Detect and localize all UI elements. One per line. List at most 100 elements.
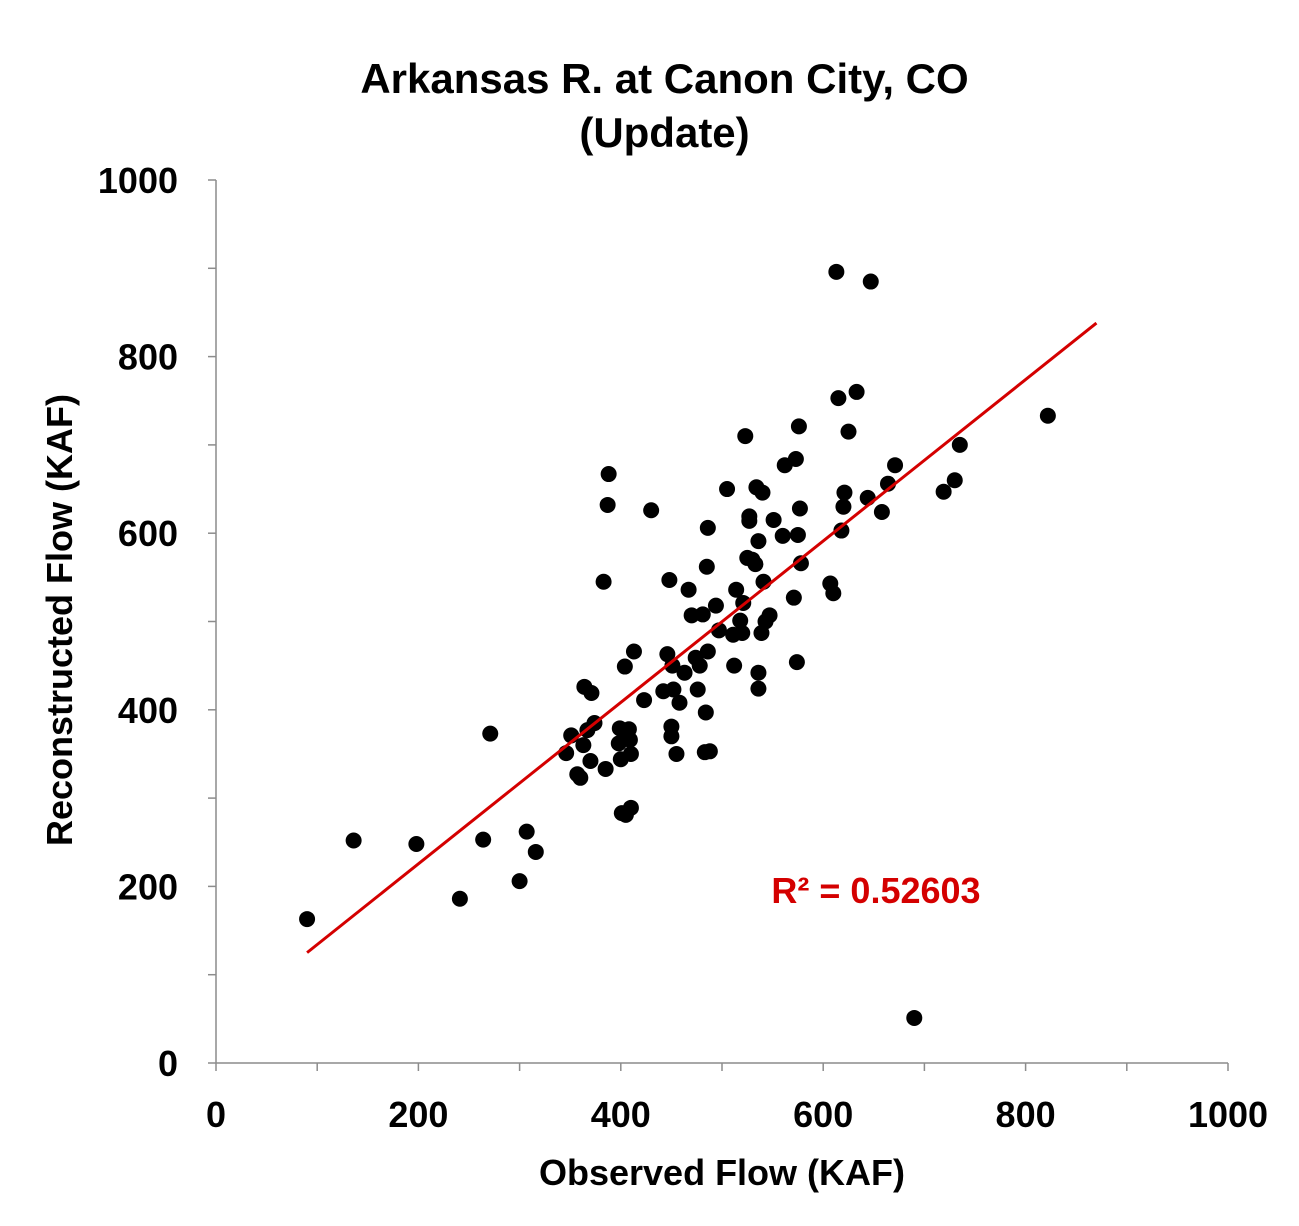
data-point (741, 508, 758, 525)
data-point (676, 664, 693, 681)
data-point (734, 624, 751, 641)
data-point (518, 823, 535, 840)
data-point (785, 589, 802, 606)
data-point (345, 832, 362, 849)
data-point (698, 558, 715, 575)
x-tick-label: 1000 (1188, 1094, 1268, 1135)
data-point (572, 769, 589, 786)
data-point (835, 498, 852, 515)
data-point (790, 418, 807, 435)
data-point (583, 685, 600, 702)
data-point (699, 519, 716, 536)
data-point (887, 457, 904, 474)
data-point (643, 502, 660, 519)
data-point (699, 643, 716, 660)
data-point (664, 657, 681, 674)
trendline-group (306, 321, 1098, 954)
data-point (754, 484, 771, 501)
data-point (825, 585, 842, 602)
data-point (862, 273, 879, 290)
data-point (728, 581, 745, 598)
data-point (701, 743, 718, 760)
data-point (750, 680, 767, 697)
chart-title-line2: (Update) (579, 109, 750, 156)
chart-title: Arkansas R. at Canon City, CO (Update) (0, 52, 1299, 160)
trendline (306, 321, 1098, 954)
data-point (848, 383, 865, 400)
x-axis-label: Observed Flow (KAF) (539, 1152, 905, 1193)
data-point (622, 745, 639, 762)
data-point (765, 511, 782, 528)
data-point (906, 1009, 923, 1026)
data-point (833, 522, 850, 539)
y-tick-label: 200 (118, 866, 178, 907)
data-point (791, 500, 808, 517)
data-point (582, 753, 599, 770)
data-point (663, 728, 680, 745)
data-point (732, 612, 749, 629)
data-point (408, 836, 425, 853)
data-point (661, 571, 678, 588)
data-point (719, 481, 736, 498)
data-point (451, 890, 468, 907)
data-point (691, 657, 708, 674)
data-point (830, 390, 847, 407)
data-point (828, 263, 845, 280)
data-point (707, 597, 724, 614)
data-point (951, 436, 968, 453)
data-point (787, 451, 804, 468)
data-point (840, 423, 857, 440)
tick-marks (208, 179, 1229, 1071)
tick-labels: 0 200 400 600 800 1000 0 200 400 600 800 1000 (98, 160, 1268, 1135)
r-squared-annotation: R² = 0.52603 (771, 870, 980, 911)
data-point (622, 799, 639, 816)
data-point (621, 731, 638, 748)
x-tick-label: 600 (793, 1094, 853, 1135)
data-point (788, 654, 805, 671)
data-point (697, 704, 714, 721)
y-tick-label: 600 (118, 513, 178, 554)
data-point (789, 526, 806, 543)
data-point (625, 643, 642, 660)
data-point (665, 681, 682, 698)
data-point (600, 466, 617, 483)
y-axis-label: Reconstructed Flow (KAF) (39, 394, 80, 846)
data-point (475, 831, 492, 848)
data-point (599, 496, 616, 513)
data-point (595, 573, 612, 590)
data-point (616, 658, 633, 675)
x-tick-label: 200 (388, 1094, 448, 1135)
y-tick-label: 0 (158, 1043, 178, 1084)
y-tick-label: 400 (118, 690, 178, 731)
data-point (774, 527, 791, 544)
data-point (726, 657, 743, 674)
data-point (694, 606, 711, 623)
x-tick-label: 0 (206, 1094, 226, 1135)
data-point (299, 911, 316, 928)
data-point (859, 489, 876, 506)
data-point (511, 873, 528, 890)
data-point (671, 694, 688, 711)
x-tick-label: 800 (996, 1094, 1056, 1135)
data-point (737, 428, 754, 445)
chart-title-line1: Arkansas R. at Canon City, CO (360, 55, 969, 102)
data-point (750, 533, 767, 550)
data-points (299, 263, 1056, 1026)
y-tick-label: 800 (118, 337, 178, 378)
data-point (792, 555, 809, 572)
data-point (750, 664, 767, 681)
x-tick-label: 400 (591, 1094, 651, 1135)
data-point (680, 581, 697, 598)
data-point (946, 472, 963, 489)
data-point (668, 745, 685, 762)
data-point (1039, 407, 1056, 424)
data-point (935, 483, 952, 500)
data-point (747, 556, 764, 573)
data-point (836, 484, 853, 501)
data-point (575, 737, 592, 754)
data-point (689, 681, 706, 698)
data-point (636, 692, 653, 709)
y-tick-label: 1000 (98, 160, 178, 201)
data-point (527, 843, 544, 860)
